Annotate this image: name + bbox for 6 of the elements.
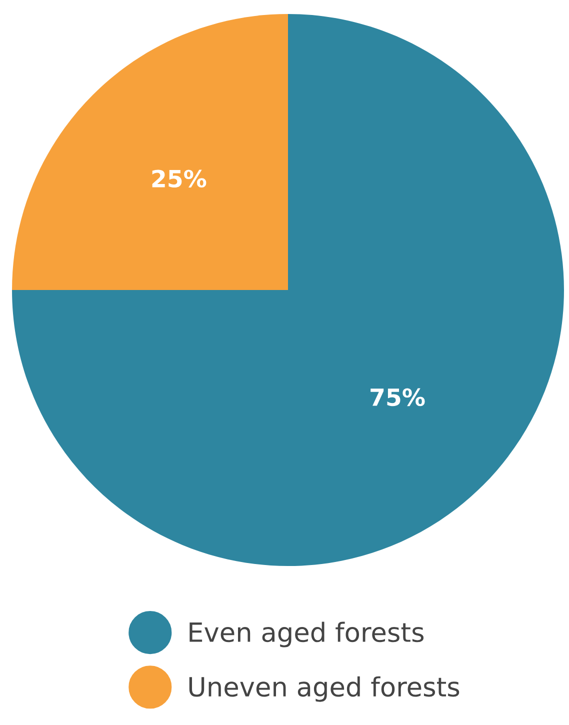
pie-slice [12,14,288,290]
legend-label: Uneven aged forests [189,676,460,702]
data-label: 75% [370,388,425,406]
legend-label: Even aged forests [190,622,424,648]
data-label: 25% [152,170,206,188]
pie-slice [12,14,564,566]
